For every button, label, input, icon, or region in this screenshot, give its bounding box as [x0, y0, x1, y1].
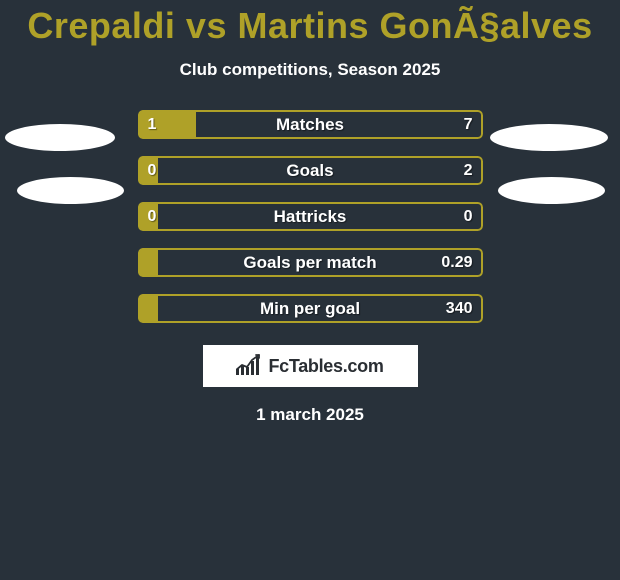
stat-right-value: 0 — [464, 202, 473, 231]
stat-label: Goals per match — [138, 248, 483, 277]
stat-label: Goals — [138, 156, 483, 185]
stat-row-matches: 1 Matches 7 — [138, 110, 483, 139]
logo-text: FcTables.com — [268, 356, 383, 377]
stat-label: Matches — [138, 110, 483, 139]
stat-right-value: 0.29 — [441, 248, 472, 277]
team-logo-placeholder-left-1 — [5, 124, 115, 151]
stat-bars: 1 Matches 7 0 Goals 2 0 Hattricks 0 Goal… — [138, 110, 483, 323]
subtitle: Club competitions, Season 2025 — [0, 60, 620, 80]
stat-right-value: 2 — [464, 156, 473, 185]
stat-row-min-per-goal: Min per goal 340 — [138, 294, 483, 323]
stat-row-hattricks: 0 Hattricks 0 — [138, 202, 483, 231]
stat-row-goals-per-match: Goals per match 0.29 — [138, 248, 483, 277]
stat-right-value: 7 — [464, 110, 473, 139]
page-title: Crepaldi vs Martins GonÃ§alves — [0, 0, 620, 44]
team-logo-placeholder-right-1 — [490, 124, 608, 151]
date-line: 1 march 2025 — [0, 405, 620, 425]
fctables-logo: FcTables.com — [203, 345, 418, 387]
stat-label: Hattricks — [138, 202, 483, 231]
team-logo-placeholder-right-2 — [498, 177, 605, 204]
stat-right-value: 340 — [446, 294, 473, 323]
logo-bars-icon — [236, 353, 262, 380]
stat-label: Min per goal — [138, 294, 483, 323]
comparison-infographic: Crepaldi vs Martins GonÃ§alves Club comp… — [0, 0, 620, 580]
team-logo-placeholder-left-2 — [17, 177, 124, 204]
stat-row-goals: 0 Goals 2 — [138, 156, 483, 185]
